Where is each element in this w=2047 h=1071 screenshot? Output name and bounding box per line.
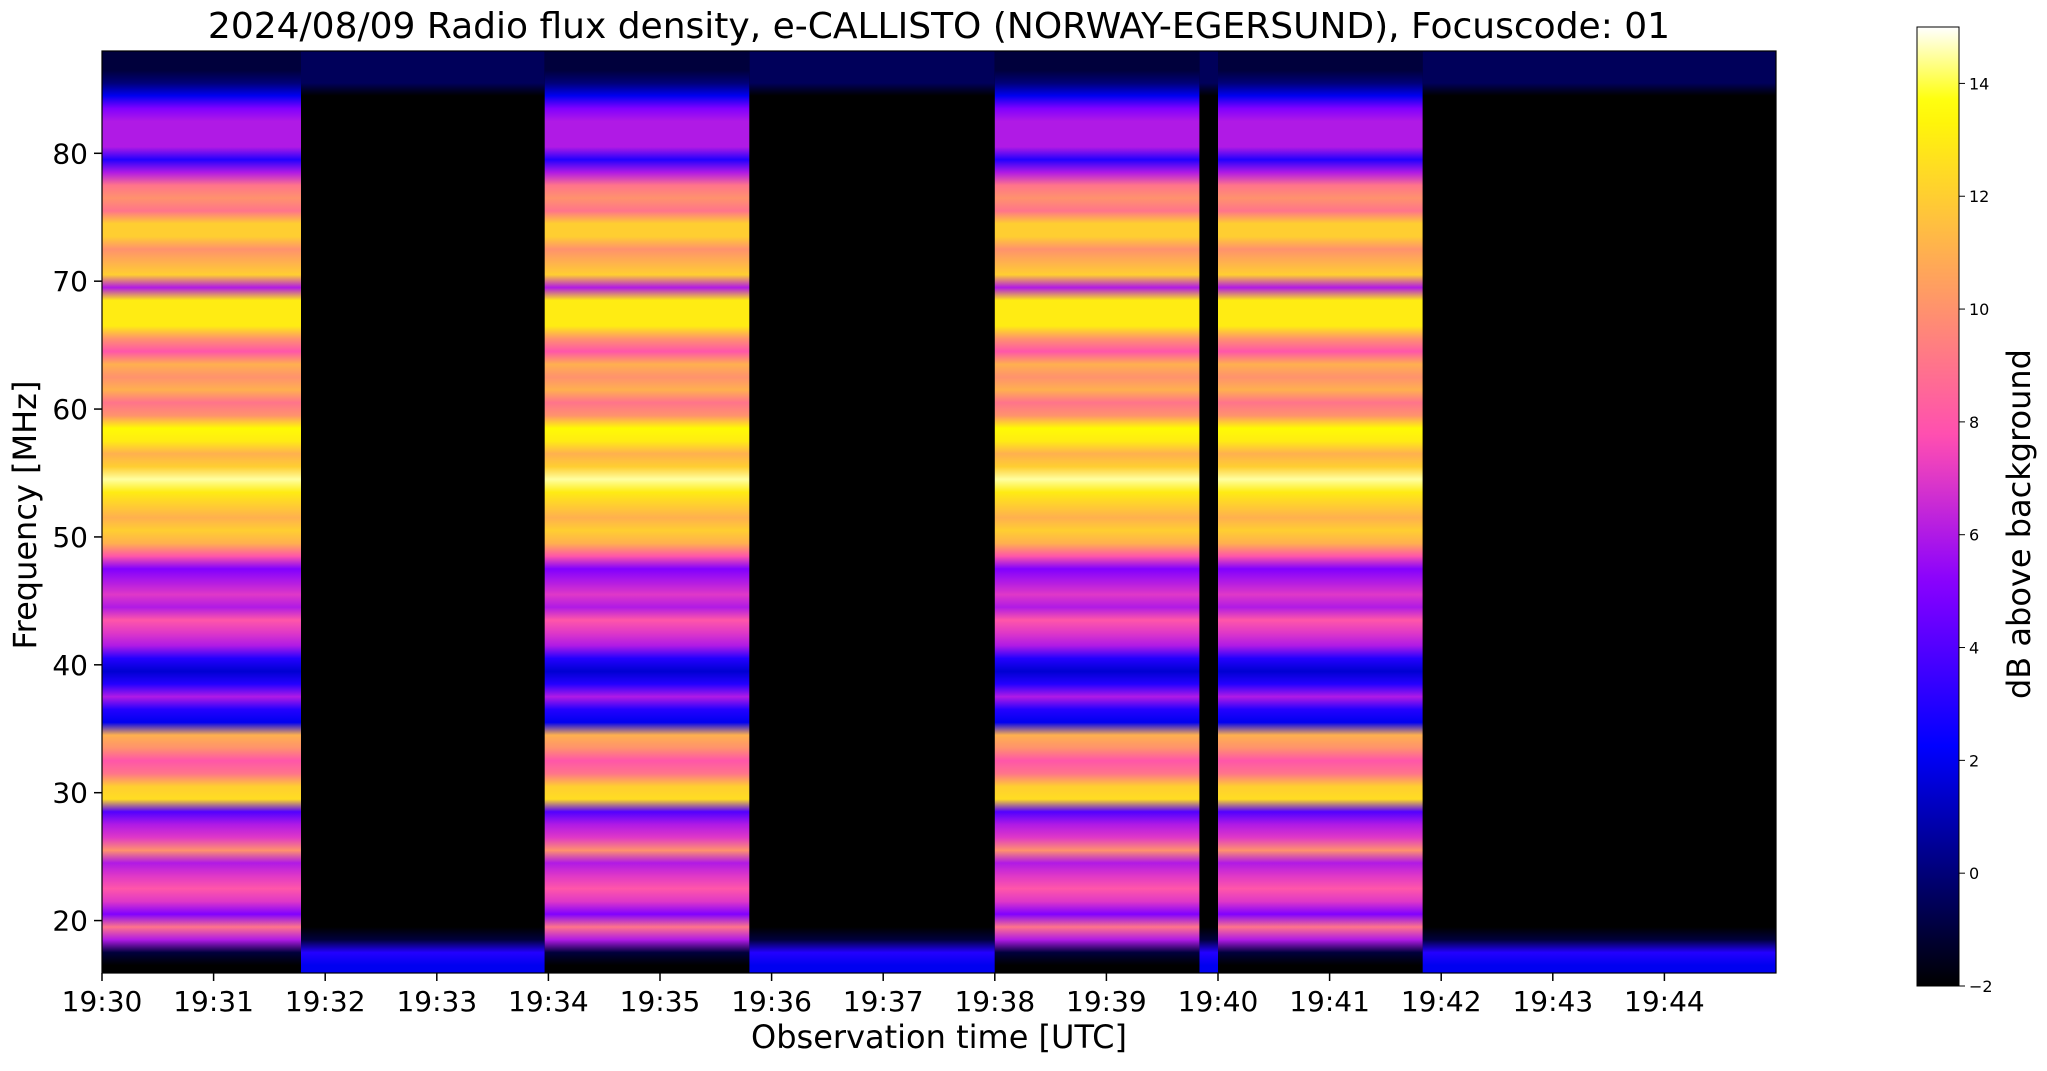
colorbar-tick-label: 8	[1969, 413, 1979, 432]
active-interval-4	[1218, 51, 1423, 973]
x-tick-label: 19:33	[396, 985, 477, 1018]
x-tick-label: 19:36	[731, 985, 812, 1018]
plot-frame	[101, 50, 1777, 974]
y-tick-label: 40	[52, 649, 88, 682]
colorbar-gradient	[1916, 26, 1960, 987]
quiet-interval-4	[1422, 51, 1776, 973]
colorbar-tick-label: 14	[1969, 74, 1989, 93]
colorbar-tick-label: −2	[1969, 977, 1993, 996]
x-tick-label: 19:31	[173, 985, 254, 1018]
y-tick-label: 50	[52, 521, 88, 554]
colorbar-tick-label: 6	[1969, 526, 1979, 545]
spectrogram-plot-area	[101, 50, 1777, 974]
x-tick-label: 19:42	[1401, 985, 1482, 1018]
active-interval-2	[544, 51, 750, 973]
y-axis-label: Frequency [MHz]	[6, 381, 44, 650]
colorbar: −2 0 2 4 6 8 10 12 14	[1916, 26, 1993, 996]
x-tick-label: 19:38	[954, 985, 1035, 1018]
x-tick-label: 19:32	[285, 985, 366, 1018]
x-tick-label: 19:43	[1512, 985, 1593, 1018]
colorbar-tick-label: 2	[1969, 751, 1979, 770]
quiet-interval-2	[749, 51, 995, 973]
y-tick-label: 30	[52, 777, 88, 810]
x-tick-label: 19:35	[620, 985, 701, 1018]
colorbar-tick-label: 10	[1969, 300, 1989, 319]
active-interval-1	[102, 51, 301, 973]
x-tick-label: 19:39	[1066, 985, 1147, 1018]
y-tick-label: 80	[52, 137, 88, 170]
y-axis: 20 30 40 50 60 70 80	[52, 137, 102, 938]
x-tick-label: 19:41	[1289, 985, 1370, 1018]
y-tick-label: 60	[52, 393, 88, 426]
x-axis: 19:30 19:31 19:32 19:33 19:34 19:35 19:36 19:37…	[62, 973, 1705, 1018]
x-tick-label: 19:37	[843, 985, 924, 1018]
colorbar-tick-label: 12	[1969, 187, 1989, 206]
x-tick-label: 19:40	[1178, 985, 1259, 1018]
colorbar-label: dB above background	[2000, 349, 2038, 699]
y-tick-label: 20	[52, 905, 88, 938]
chart-title: 2024/08/09 Radio flux density, e-CALLIST…	[208, 6, 1670, 47]
x-tick-label: 19:34	[508, 985, 589, 1018]
x-tick-label: 19:44	[1624, 985, 1705, 1018]
active-interval-3	[994, 51, 1200, 973]
y-tick-label: 70	[52, 265, 88, 298]
colorbar-tick-label: 4	[1969, 639, 1979, 658]
quiet-interval-1	[301, 51, 545, 973]
x-tick-label: 19:30	[62, 985, 143, 1018]
colorbar-tick-label: 0	[1969, 864, 1979, 883]
quiet-interval-3	[1199, 51, 1218, 973]
x-axis-label: Observation time [UTC]	[751, 1018, 1127, 1056]
